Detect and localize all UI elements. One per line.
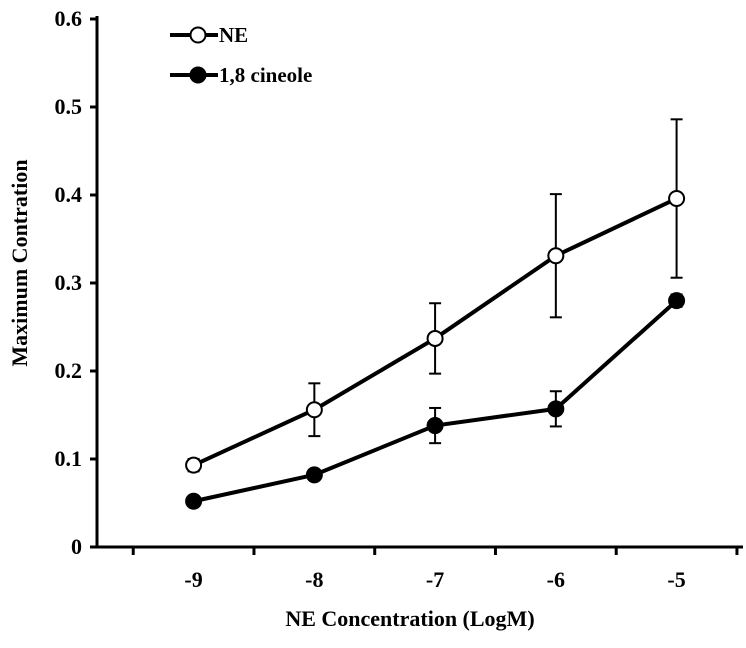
series-layer [185, 118, 686, 510]
data-point-filled [426, 417, 444, 435]
legend: NE 1,8 cineole [170, 23, 312, 87]
y-tick-label: 0.4 [55, 182, 83, 207]
x-tick-label: -9 [184, 567, 202, 592]
legend-label: NE [219, 23, 248, 47]
legend-item: 1,8 cineole [170, 63, 312, 87]
data-point-open [426, 329, 444, 347]
data-point-filled [547, 400, 565, 418]
legend-item: NE [170, 23, 248, 47]
x-axis-title: NE Concentration (LogM) [285, 606, 534, 631]
y-tick-label: 0.5 [55, 94, 83, 119]
y-tick-label: 0 [71, 534, 82, 559]
y-tick-label: 0.3 [55, 270, 83, 295]
axes: 0 0.1 0.2 0.3 0.4 0.5 0.6 -9 -8 -7 -6 -5 [55, 6, 743, 592]
data-point-filled [185, 492, 203, 510]
series-ne [185, 118, 686, 474]
series-cineole [185, 292, 686, 510]
x-tick-label: -5 [667, 567, 685, 592]
y-tick-label: 0.1 [55, 446, 83, 471]
data-point-open [305, 401, 323, 419]
data-point-open [547, 247, 565, 265]
y-tick-label: 0.2 [55, 358, 83, 383]
data-point-open [668, 190, 686, 208]
data-point-filled [668, 292, 686, 310]
x-tick-label: -6 [547, 567, 565, 592]
legend-marker [189, 66, 207, 84]
legend-label: 1,8 cineole [219, 63, 312, 87]
legend-marker [189, 26, 207, 44]
y-tick-label: 0.6 [55, 6, 83, 31]
data-point-open [185, 456, 203, 474]
x-tick-label: -8 [305, 567, 323, 592]
y-axis-title: Maximum Contration [7, 159, 32, 366]
x-tick-label: -7 [426, 567, 444, 592]
data-point-filled [305, 466, 323, 484]
